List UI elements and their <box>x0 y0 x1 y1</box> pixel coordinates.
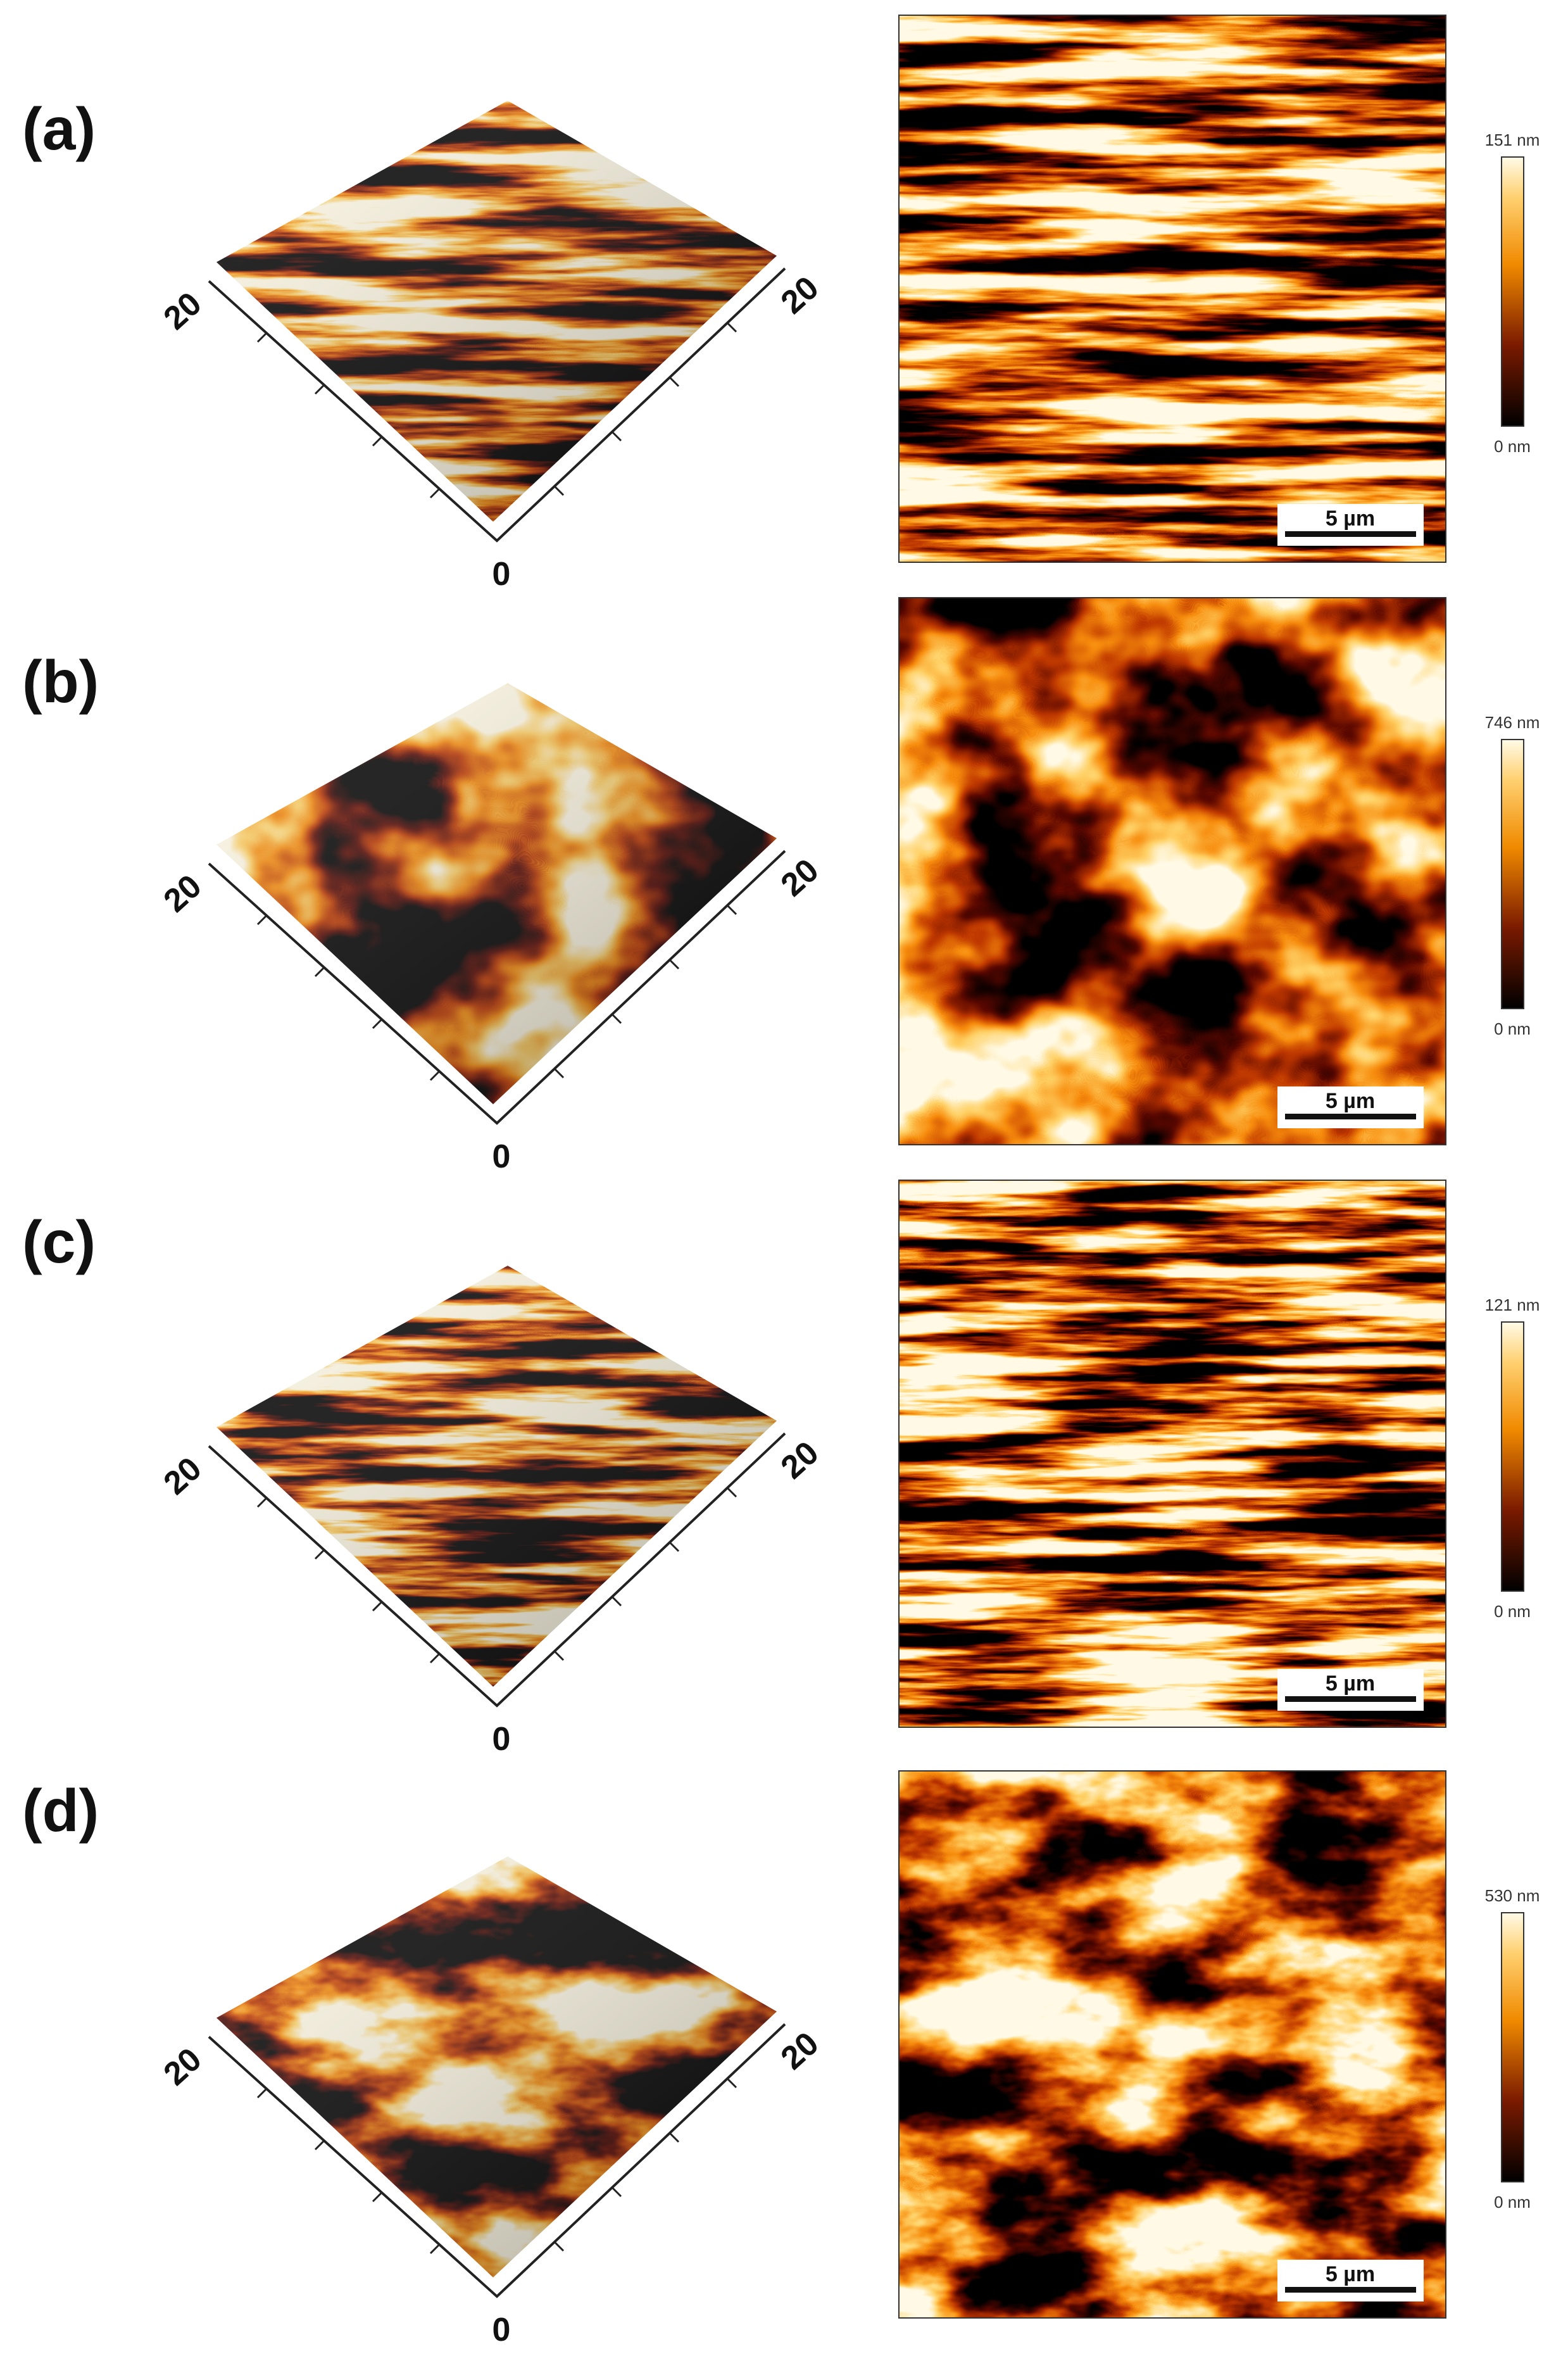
surface-axis <box>208 1432 786 1708</box>
colorbar-max-label: 530 nm <box>1485 1886 1540 1905</box>
axis-tick <box>372 436 383 447</box>
colorbar <box>1501 739 1524 1009</box>
axis-label: 20 <box>157 867 209 919</box>
axis-tick <box>553 485 565 496</box>
axis-label: 20 <box>157 285 209 337</box>
colorbar-max-label: 746 nm <box>1485 713 1540 732</box>
colorbar <box>1501 156 1524 427</box>
colorbar <box>1501 1912 1524 2182</box>
axis-label: 20 <box>157 2041 209 2093</box>
axis-tick <box>668 376 680 387</box>
axis-tick <box>256 332 268 343</box>
axis-tick <box>611 2186 622 2198</box>
axis-label: 0 <box>492 1721 511 1758</box>
axis-tick <box>314 1549 325 1560</box>
surface-axis <box>208 267 786 543</box>
surface-shading <box>216 683 777 1104</box>
afm-image <box>899 15 1446 562</box>
panel-label: (c) <box>22 1209 96 1276</box>
colorbar-max-label: 151 nm <box>1485 130 1540 149</box>
scale-bar-label: 5 µm <box>1326 1089 1375 1113</box>
axis-tick <box>611 1013 622 1024</box>
axis-tick <box>611 1596 622 1607</box>
scale-bar <box>1285 2287 1416 2293</box>
axis-tick <box>314 2139 325 2151</box>
panel: (d) 20 20 0 5 µm 530 nm 0 nm <box>22 1770 1540 2348</box>
axis-label: 0 <box>492 556 511 593</box>
axis-tick <box>314 384 325 395</box>
axis-tick <box>668 959 680 970</box>
afm-image <box>899 1180 1446 1727</box>
axis-label: 0 <box>492 1138 511 1175</box>
panel-label: (d) <box>22 1777 99 1844</box>
axis-tick <box>726 322 737 333</box>
colorbar-min-label: 0 nm <box>1494 2193 1531 2212</box>
scale-bar <box>1285 1696 1416 1702</box>
axis-tick <box>553 1067 565 1079</box>
image-border <box>898 597 1446 1145</box>
panel-label: (a) <box>22 96 96 163</box>
axis-tick <box>256 2087 268 2099</box>
panel: (a) 20 20 0 5 µm 151 nm 0 nm <box>22 15 1540 593</box>
axis-label: 20 <box>774 1434 826 1486</box>
colorbar-max-label: 121 nm <box>1485 1295 1540 1314</box>
surface-3d <box>216 1856 777 2277</box>
axis-tick <box>726 2077 737 2089</box>
panel-label: (b) <box>22 648 99 715</box>
axis-tick <box>553 2241 565 2252</box>
axis-label: 0 <box>492 2312 511 2348</box>
axis-tick <box>256 914 268 926</box>
axis-tick <box>611 431 622 442</box>
scale-bar-label: 5 µm <box>1326 1672 1375 1696</box>
scale-bar-box <box>1277 2260 1424 2301</box>
surface-axis <box>208 2023 786 2298</box>
image-border <box>898 15 1446 563</box>
scale-bar-box <box>1277 504 1424 546</box>
colorbar <box>1501 1321 1524 1592</box>
axis-label: 20 <box>774 2025 826 2077</box>
scale-bar-box <box>1277 1669 1424 1711</box>
axis-label: 20 <box>157 1450 209 1502</box>
panel: (c) 20 20 0 5 µm 121 nm 0 nm <box>22 1180 1540 1758</box>
axis-tick <box>429 1070 441 1081</box>
axis-label: 20 <box>774 269 826 321</box>
scale-bar-label: 5 µm <box>1326 2262 1375 2286</box>
colorbar-min-label: 0 nm <box>1494 1019 1531 1038</box>
afm-image <box>899 598 1446 1145</box>
axis-tick <box>372 1601 383 1612</box>
axis-tick <box>726 904 737 916</box>
surface-3d <box>216 101 777 522</box>
scale-bar <box>1285 1114 1416 1119</box>
colorbar-min-label: 0 nm <box>1494 1602 1531 1621</box>
image-border <box>898 1770 1446 2319</box>
axis-tick <box>429 1653 441 1664</box>
surface-axis <box>208 850 786 1125</box>
axis-tick <box>429 2243 441 2255</box>
axis-tick <box>429 488 441 499</box>
surface-3d <box>216 1266 777 1687</box>
axis-tick <box>372 1018 383 1029</box>
panel: (b) 20 20 0 5 µm 746 nm 0 nm <box>22 597 1540 1175</box>
colorbar-min-label: 0 nm <box>1494 437 1531 456</box>
axis-tick <box>668 2132 680 2143</box>
image-border <box>898 1180 1446 1728</box>
axis-tick <box>314 966 325 978</box>
axis-tick <box>668 1541 680 1552</box>
surface-shading <box>216 1856 777 2277</box>
axis-tick <box>726 1487 737 1498</box>
axis-tick <box>256 1497 268 1508</box>
surface-3d <box>216 683 777 1104</box>
surface-shading <box>216 1266 777 1687</box>
scale-bar-label: 5 µm <box>1326 507 1375 531</box>
axis-label: 20 <box>774 852 826 903</box>
surface-shading <box>216 101 777 522</box>
scale-bar-box <box>1277 1086 1424 1128</box>
axis-tick <box>372 2191 383 2203</box>
axis-tick <box>553 1650 565 1661</box>
afm-image <box>899 1771 1446 2318</box>
scale-bar <box>1285 531 1416 537</box>
